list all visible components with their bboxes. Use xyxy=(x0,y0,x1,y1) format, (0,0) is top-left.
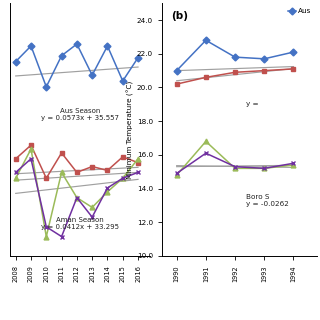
Text: Aman Season
y = 0.0412x + 33.295: Aman Season y = 0.0412x + 33.295 xyxy=(41,217,119,230)
Text: Aus Season
y = 0.0573x + 35.557: Aus Season y = 0.0573x + 35.557 xyxy=(41,108,119,121)
Legend: Aus: Aus xyxy=(286,7,313,16)
Text: y =: y = xyxy=(246,101,258,107)
Y-axis label: Minimum Temperature (°C): Minimum Temperature (°C) xyxy=(127,80,134,179)
Text: Boro S
y = -0.0262: Boro S y = -0.0262 xyxy=(246,194,289,207)
Text: (b): (b) xyxy=(171,11,188,21)
